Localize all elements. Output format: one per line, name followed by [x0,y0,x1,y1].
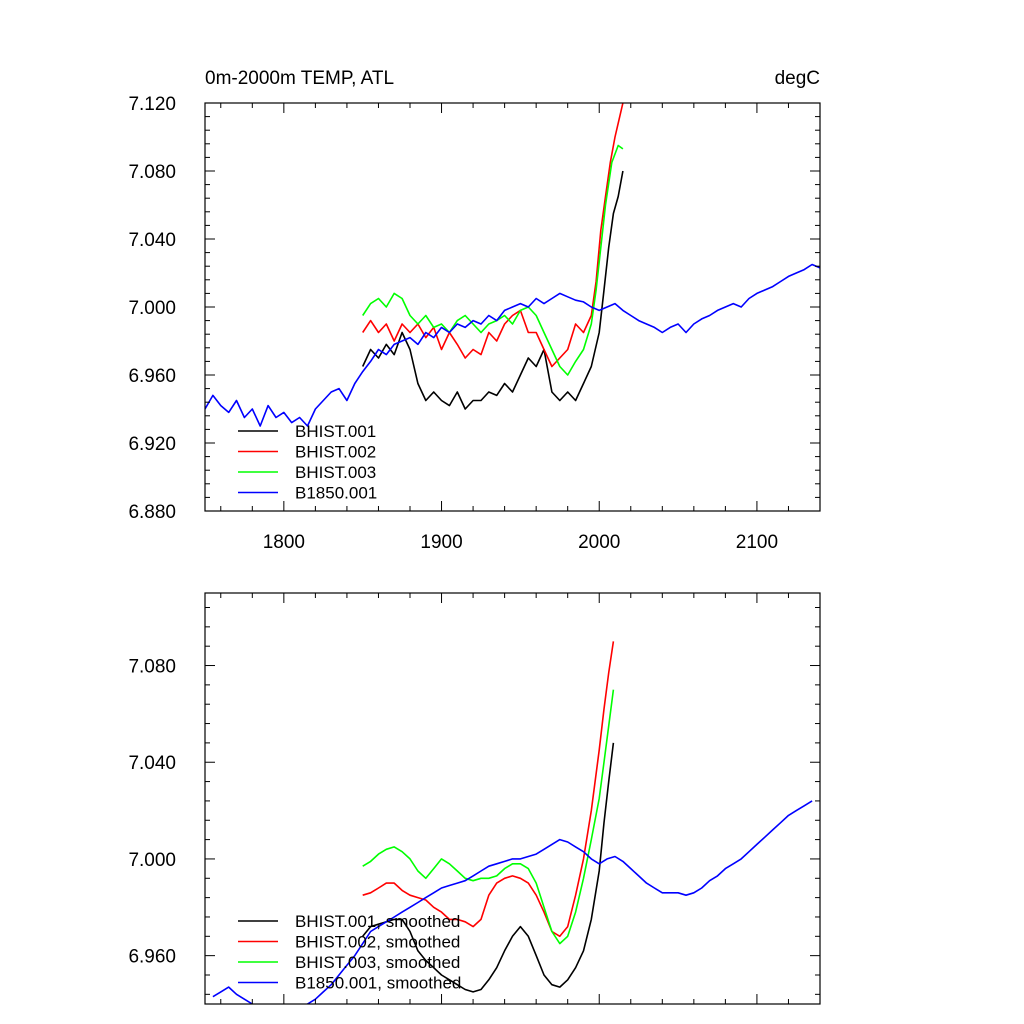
top-x-tick-label: 2000 [578,532,620,553]
top-legend-label: B1850.001 [295,484,377,503]
bottom-plot-frame [204,592,821,1005]
top-series-line-1 [361,170,624,410]
top-series-line-4 [205,263,820,427]
top-legend-label: BHIST.001 [295,422,376,441]
bottom-legend-label: B1850.001, smoothed [295,974,461,993]
bottom-y-tick-label: 6.960 [128,947,176,968]
bottom-series-line-2 [362,641,615,938]
top-x-tick-label: 2100 [736,532,778,553]
bottom-legend: BHIST.001, smoothed BHIST.002, smoothedBH… [238,912,461,993]
bottom-series-line-1 [362,742,615,993]
top-y-tick-label: 7.040 [128,230,176,251]
top-y-tick-label: 7.080 [128,162,176,183]
top-y-tick-label: 6.920 [128,434,176,455]
bottom-legend-label: BHIST.002, smoothed [295,933,460,952]
top-title-right: degC [775,68,820,89]
top-x-tick-label: 1900 [420,532,462,553]
top-panel: 0m-2000m TEMP, ATL degC 1800 1900 2000 2100… [128,68,821,553]
top-series-group [205,103,820,427]
top-x-tick-label: 1800 [263,532,305,553]
top-series-line-2 [362,103,624,368]
bottom-series-line-3 [362,689,615,945]
bottom-y-tick-label: 7.000 [128,850,176,871]
top-y-tick-label: 6.880 [128,502,176,523]
top-legend-label: BHIST.003 [295,463,376,482]
top-title-left: 0m-2000m TEMP, ATL [205,68,394,89]
bottom-series-line-4 [212,800,813,1004]
bottom-y-tick-label: 7.080 [128,657,176,678]
bottom-y-tick-label: 7.040 [128,753,176,774]
bottom-legend-label: BHIST.003, smoothed [295,953,460,972]
top-y-tick-label: 7.000 [128,298,176,319]
top-legend-label: BHIST.002 [295,443,376,462]
bottom-series-group [212,641,813,1004]
top-series-line-3 [362,144,624,376]
top-y-tick-label: 7.120 [128,94,176,115]
top-y-tick-label: 6.960 [128,366,176,387]
bottom-legend-label: BHIST.001, smoothed [295,912,460,931]
